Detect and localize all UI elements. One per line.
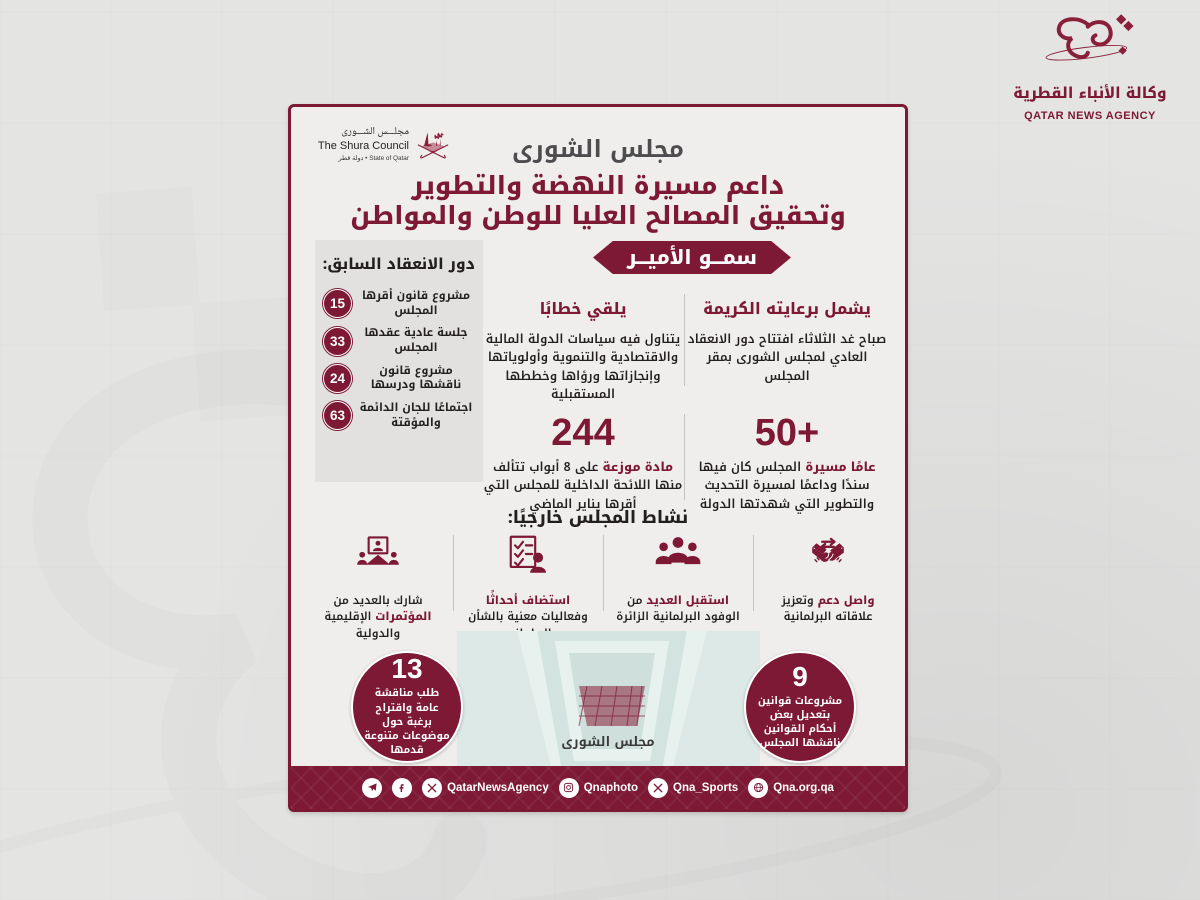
svg-text:مجلس الشورى: مجلس الشورى: [561, 729, 654, 754]
